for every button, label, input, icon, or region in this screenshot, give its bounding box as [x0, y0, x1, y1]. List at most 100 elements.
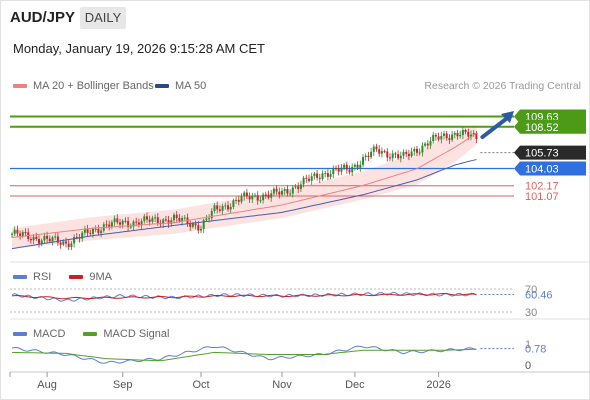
candle-body	[97, 228, 100, 234]
candle-body	[326, 173, 329, 177]
candle-body	[46, 235, 49, 239]
macd-swatch	[13, 332, 27, 336]
candle-body	[394, 153, 397, 155]
price-tag-label-102.17: 102.17	[525, 181, 559, 193]
candle-body	[210, 210, 213, 219]
candle-body	[205, 218, 208, 221]
candles	[11, 126, 478, 251]
candle-body	[437, 136, 440, 140]
candle-body	[16, 229, 19, 234]
candle-body	[200, 228, 202, 231]
candle-body	[456, 133, 459, 137]
candle-body	[251, 195, 254, 200]
candle-body	[448, 138, 451, 140]
candle-body	[132, 221, 135, 227]
candle-body	[40, 240, 43, 244]
rsi-line	[11, 291, 477, 302]
candle-body	[121, 220, 124, 225]
candle-body	[48, 238, 51, 242]
candle-body	[343, 164, 346, 168]
candle-body	[286, 189, 289, 194]
price-tag-label-104.03: 104.03	[525, 163, 559, 175]
candle-body	[340, 167, 343, 172]
candle-body	[146, 216, 148, 220]
candle-body	[100, 230, 103, 234]
candle-body	[13, 229, 16, 234]
timestamp: Monday, January 19, 2026 9:15:28 AM CET	[13, 41, 265, 56]
candle-body	[221, 206, 224, 211]
candle-body	[162, 219, 165, 225]
x-label-Aug: Aug	[37, 379, 57, 391]
candle-body	[289, 193, 292, 195]
timeframe-button[interactable]: DAILY	[80, 7, 126, 29]
candle-body	[227, 205, 229, 210]
candle-body	[270, 193, 273, 198]
candle-body	[297, 186, 300, 189]
moving-averages	[11, 132, 477, 250]
candle-body	[240, 196, 243, 202]
candle-body	[170, 220, 173, 224]
candle-body	[151, 217, 154, 222]
price-tag-108.52	[514, 119, 586, 134]
candle-body	[73, 236, 76, 244]
candle-body	[372, 146, 375, 152]
price-tag-label-108.52: 108.52	[525, 122, 559, 134]
rsi-label-60.46: 60.46	[525, 289, 553, 301]
candle-body	[67, 243, 70, 248]
candle-body	[237, 199, 240, 202]
candle-body	[38, 238, 40, 244]
candle-body	[378, 149, 381, 154]
candle-body	[451, 134, 454, 140]
candle-body	[259, 200, 262, 202]
candle-body	[426, 143, 429, 146]
candle-body	[89, 232, 92, 234]
x-label-Nov: Nov	[272, 379, 292, 391]
candle-body	[127, 221, 130, 227]
candle-body	[119, 222, 121, 225]
candle-body	[154, 217, 157, 219]
candle-body	[332, 167, 335, 175]
candle-body	[108, 224, 111, 227]
candle-body	[470, 134, 472, 137]
candle-body	[321, 173, 324, 179]
candle-body	[335, 167, 337, 169]
ma50-line	[11, 159, 477, 250]
candle-body	[459, 134, 462, 137]
candle-body	[362, 157, 364, 165]
x-axis: Aug Sep Oct Nov Dec 2026	[9, 372, 451, 391]
candle-body	[359, 164, 362, 168]
ma20-swatch	[13, 84, 27, 88]
candle-body	[83, 229, 86, 233]
candle-body	[189, 224, 192, 227]
candle-body	[464, 129, 467, 132]
legend-macd: MACD MACD Signal	[13, 328, 169, 340]
candle-body	[389, 157, 391, 159]
candle-body	[294, 186, 297, 188]
candle-body	[380, 151, 383, 154]
candle-body	[11, 233, 13, 235]
candle-body	[32, 236, 35, 241]
candle-body	[348, 169, 351, 173]
candle-body	[418, 152, 421, 154]
legend-ma20: MA 20 + Bollinger Bands	[13, 80, 154, 92]
x-label-Oct: Oct	[192, 379, 209, 391]
candle-body	[440, 135, 443, 140]
candle-body	[54, 236, 57, 238]
candle-body	[407, 153, 410, 157]
candle-body	[308, 178, 310, 181]
candle-body	[202, 220, 205, 229]
bollinger-fill	[12, 126, 477, 249]
candle-body	[472, 132, 475, 135]
candle-body	[124, 220, 127, 222]
candle-body	[402, 152, 405, 156]
candle-body	[248, 196, 251, 200]
candle-body	[445, 133, 448, 139]
target-arrow	[480, 111, 514, 140]
candle-body	[364, 155, 367, 158]
candle-body	[164, 219, 167, 221]
candle-body	[70, 243, 73, 248]
candle-body	[197, 225, 200, 231]
candle-body	[424, 143, 427, 146]
candle-body	[313, 173, 316, 177]
x-label-Dec: Dec	[345, 379, 365, 391]
